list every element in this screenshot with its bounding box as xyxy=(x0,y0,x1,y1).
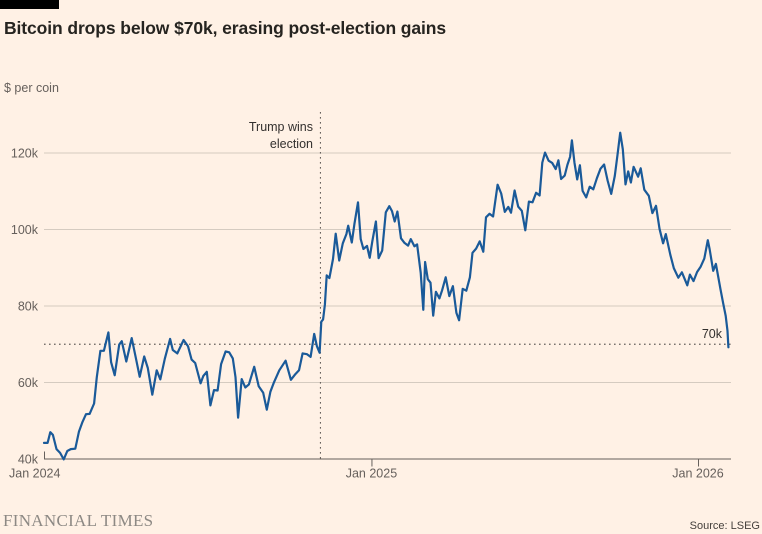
x-tick-label: Jan 2026 xyxy=(672,467,723,481)
y-tick-label: 80k xyxy=(18,300,39,314)
annotation-line-1: Trump wins xyxy=(248,120,313,134)
x-tick-label: Jan 2024 xyxy=(9,467,60,481)
y-tick-label: 60k xyxy=(18,376,39,390)
source-label: Source: LSEG xyxy=(689,520,760,532)
ft-top-bar xyxy=(0,0,59,9)
y-tick-label: 100k xyxy=(11,223,39,237)
y-axis-unit-label: $ per coin xyxy=(4,81,59,95)
y-tick-label: 120k xyxy=(11,147,39,161)
x-tick-label: Jan 2025 xyxy=(346,467,397,481)
price-line xyxy=(42,131,730,461)
annotation-line-2: election xyxy=(269,137,313,151)
ft-logo: FINANCIAL TIMES xyxy=(3,511,154,530)
annotation-70k-label: 70k xyxy=(701,327,722,341)
y-tick-label: 40k xyxy=(18,453,39,467)
annotation-trump-election: Trump wins election xyxy=(249,119,313,153)
chart-title: Bitcoin drops below $70k, erasing post-e… xyxy=(4,18,447,38)
